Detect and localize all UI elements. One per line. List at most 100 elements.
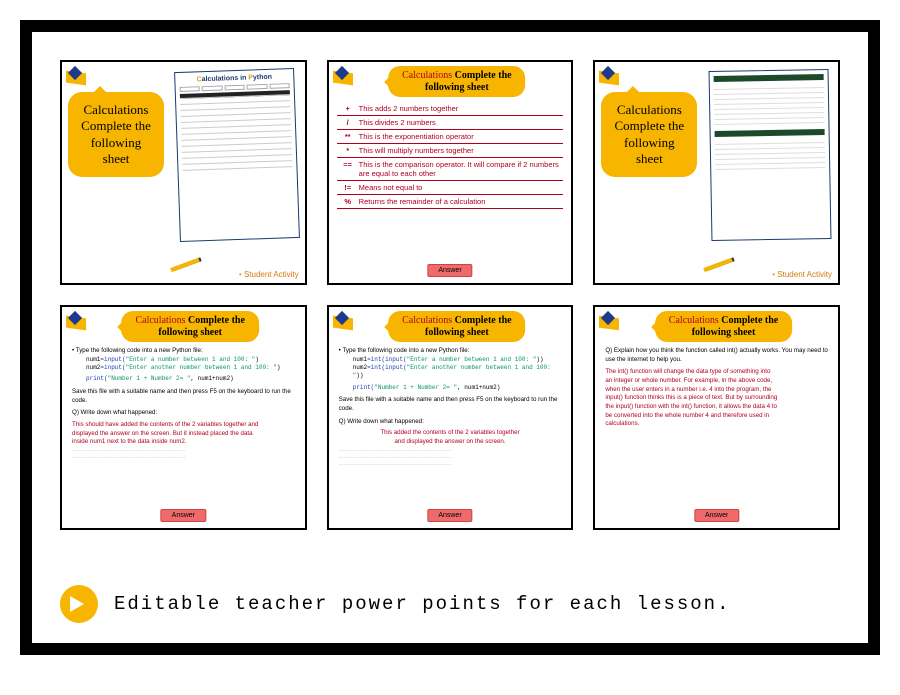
table-row: ==This is the comparison operator. It wi…	[337, 158, 564, 181]
bubble-word: Calculations	[669, 315, 719, 326]
op-sym: ==	[337, 160, 359, 178]
answer-button[interactable]: Answer	[427, 264, 472, 277]
answer-text: calculations.	[605, 420, 828, 429]
bubble-line: following	[76, 135, 156, 151]
op-desc: Means not equal to	[359, 183, 564, 192]
worksheet-preview: Calculations in Python	[174, 68, 300, 242]
op-sym: *	[337, 146, 359, 155]
arrow-icon	[60, 585, 98, 623]
table-row: !=Means not equal to	[337, 181, 564, 195]
code-line: num2=int(input("Enter another number bet…	[353, 364, 562, 381]
table-row: **This is the exponentiation operator	[337, 130, 564, 144]
bubble-word: following sheet	[425, 82, 489, 93]
op-sym: %	[337, 197, 359, 206]
logo-icon	[66, 311, 96, 339]
table-row: +This adds 2 numbers together	[337, 102, 564, 116]
answer-text: This should have added the contents of t…	[72, 421, 295, 430]
bubble-word: Calculations	[402, 315, 452, 326]
code-line: print("Number 1 + Number 2= ", num1+num2…	[353, 384, 562, 392]
dotted-line: . . . . . . . . . . . . . . . . . . . . …	[339, 447, 562, 454]
op-sym: /	[337, 118, 359, 127]
logo-icon	[599, 311, 629, 339]
dotted-line: . . . . . . . . . . . . . . . . . . . . …	[72, 447, 295, 454]
speech-bubble-top: Calculations Complete the following shee…	[121, 311, 258, 342]
speech-bubble-top: Calculations Complete the following shee…	[388, 66, 525, 97]
logo-icon	[333, 66, 363, 94]
answer-button[interactable]: Answer	[694, 509, 739, 522]
speech-bubble: Calculations Complete the following shee…	[601, 92, 697, 177]
logo-icon	[333, 311, 363, 339]
code-line: print("Number 1 + Number 2= ", num1+num2…	[86, 375, 295, 383]
bubble-word: Calculations	[402, 70, 452, 81]
bubble-line: Calculations	[76, 102, 156, 118]
answer-text: the input() function with the int() func…	[605, 403, 828, 412]
slides-grid: Calculations in Python Calculations Comp…	[32, 32, 868, 540]
operator-table: +This adds 2 numbers together /This divi…	[337, 102, 564, 209]
answer-text: This added the contents of the 2 variabl…	[339, 429, 562, 438]
bubble-word: Complete the	[455, 70, 512, 81]
dotted-line: . . . . . . . . . . . . . . . . . . . . …	[339, 461, 562, 468]
question-text: Q) Explain how you think the function ca…	[605, 347, 828, 364]
save-text: Save this file with a suitable name and …	[72, 388, 295, 405]
question-text: Q) Write down what happened:	[339, 418, 562, 427]
student-activity-tag: Student Activity	[772, 270, 832, 279]
bubble-line: Calculations	[609, 102, 689, 118]
answer-text: The int() function will change the data …	[605, 368, 828, 377]
intro-text: Type the following code into a new Pytho…	[72, 347, 295, 356]
slide-3: Calculations Complete the following shee…	[593, 60, 840, 285]
op-desc: This is the comparison operator. It will…	[359, 160, 564, 178]
table-row: %Returns the remainder of a calculation	[337, 195, 564, 209]
caption-text: Editable teacher power points for each l…	[114, 593, 731, 615]
op-desc: This divides 2 numbers	[359, 118, 564, 127]
dotted-line: . . . . . . . . . . . . . . . . . . . . …	[339, 454, 562, 461]
answer-text: displayed the answer on the screen. But …	[72, 430, 295, 439]
op-desc: This adds 2 numbers together	[359, 104, 564, 113]
bubble-line: Complete the	[76, 118, 156, 134]
worksheet-preview	[709, 69, 832, 241]
outer-frame: Calculations in Python Calculations Comp…	[20, 20, 880, 655]
ws-text: ython	[253, 74, 272, 82]
bubble-line: sheet	[76, 151, 156, 167]
op-sym: **	[337, 132, 359, 141]
bubble-word: following sheet	[158, 327, 222, 338]
answer-text: input() function thinks this is a piece …	[605, 394, 828, 403]
slide-body: Type the following code into a new Pytho…	[72, 347, 295, 461]
bubble-line: sheet	[609, 151, 689, 167]
table-row: *This will multiply numbers together	[337, 144, 564, 158]
op-desc: This is the exponentiation operator	[359, 132, 564, 141]
bubble-word: Complete the	[455, 315, 512, 326]
slide-6: Calculations Complete the following shee…	[593, 305, 840, 530]
op-sym: +	[337, 104, 359, 113]
bubble-word: following sheet	[692, 327, 756, 338]
slide-2: Calculations Complete the following shee…	[327, 60, 574, 285]
save-text: Save this file with a suitable name and …	[339, 396, 562, 413]
op-sym: !=	[337, 183, 359, 192]
speech-bubble: Calculations Complete the following shee…	[68, 92, 164, 177]
op-desc: This will multiply numbers together	[359, 146, 564, 155]
answer-text: when the user enters in a number i.e. 4 …	[605, 386, 828, 395]
caption-row: Editable teacher power points for each l…	[60, 585, 840, 623]
code-line: num1=int(input("Enter a number between 1…	[353, 356, 562, 364]
answer-text: be converted into the whole number 4 and…	[605, 412, 828, 421]
pencil-icon	[170, 258, 200, 272]
dotted-line: . . . . . . . . . . . . . . . . . . . . …	[72, 454, 295, 461]
student-activity-tag: Student Activity	[239, 270, 299, 279]
speech-bubble-top: Calculations Complete the following shee…	[388, 311, 525, 342]
slide-1: Calculations in Python Calculations Comp…	[60, 60, 307, 285]
answer-button[interactable]: Answer	[427, 509, 472, 522]
bubble-word: following sheet	[425, 327, 489, 338]
answer-text: and displayed the answer on the screen.	[339, 438, 562, 447]
bubble-line: following	[609, 135, 689, 151]
bubble-line: Complete the	[609, 118, 689, 134]
code-line: num1=input("Enter a number between 1 and…	[86, 356, 295, 364]
answer-button[interactable]: Answer	[161, 509, 206, 522]
table-row: /This divides 2 numbers	[337, 116, 564, 130]
bubble-word: Complete the	[188, 315, 245, 326]
question-text: Q) Write down what happened:	[72, 409, 295, 418]
speech-bubble-top: Calculations Complete the following shee…	[655, 311, 792, 342]
answer-text: an integer or whole number. For example,…	[605, 377, 828, 386]
answer-text: inside num1 next to the data inside num2…	[72, 438, 295, 447]
bubble-word: Calculations	[135, 315, 185, 326]
code-line: num2=input("Enter another number between…	[86, 364, 295, 372]
pencil-icon	[704, 258, 734, 272]
